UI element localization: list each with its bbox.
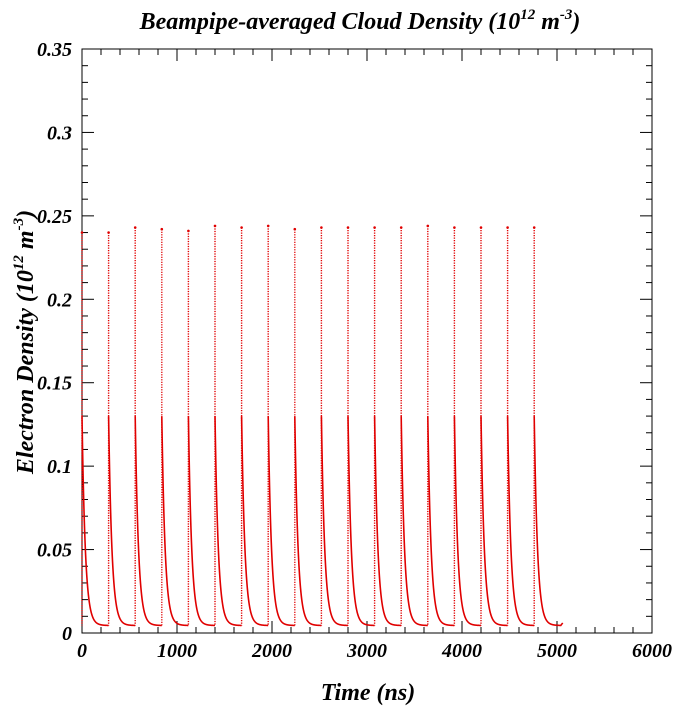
chart-title-mid: m xyxy=(535,9,560,35)
pulse-decay-curve xyxy=(294,416,322,627)
pulse-peak-point xyxy=(532,226,536,229)
pulse-decay-curve xyxy=(107,416,136,627)
pulse-peak-point xyxy=(133,226,137,229)
pulse-decay-curve xyxy=(400,416,428,627)
y-tick-label: 0.2 xyxy=(47,289,72,311)
y-axis-label-sup1: 12 xyxy=(11,255,27,271)
pulse-decay-curve xyxy=(81,416,109,627)
y-tick-label: 0.3 xyxy=(47,122,72,144)
x-tick-label: 2000 xyxy=(251,640,292,662)
y-axis-label-mid: m xyxy=(13,230,39,255)
pulse-decay-curve xyxy=(480,416,508,627)
y-tick-label: 0.15 xyxy=(37,373,72,395)
pulse-decay-curve xyxy=(187,416,215,627)
x-tick-label: 6000 xyxy=(632,640,672,662)
y-axis-label-sup2: -3 xyxy=(11,217,27,230)
y-tick-label: 0.25 xyxy=(37,206,72,228)
y-axis-label: Electron Density (1012 m-3) xyxy=(11,210,39,475)
x-tick-label: 1000 xyxy=(157,640,197,662)
pulse-decay-curve xyxy=(373,416,402,627)
pulse-decay-curve xyxy=(161,416,189,627)
y-tick-label: 0.35 xyxy=(37,39,72,61)
pulse-peak-point xyxy=(346,226,350,229)
pulse-decay-curve xyxy=(214,416,242,627)
pulse-peak-point xyxy=(266,224,270,228)
plot-frame xyxy=(81,48,653,634)
y-axis-label-main: Electron Density (10 xyxy=(13,270,39,475)
y-tick-label: 0.1 xyxy=(47,456,72,478)
pulse-peak-point xyxy=(293,227,297,231)
pulse-peak-point xyxy=(187,229,190,233)
pulse-peak-point xyxy=(80,231,84,234)
pulse-peak-point xyxy=(479,226,483,229)
pulse-decay-curve xyxy=(453,416,481,627)
chart-title-sup2: -3 xyxy=(560,7,573,23)
x-axis-label: Time (ns) xyxy=(321,680,415,706)
pulse-decay-curve xyxy=(506,416,535,627)
x-tick-label: 0 xyxy=(77,640,87,662)
pulse-peak-point xyxy=(240,226,243,229)
pulse-decay-curve xyxy=(347,416,375,627)
chart-title-sup1: 12 xyxy=(520,7,536,23)
pulse-decay-curve xyxy=(320,416,348,627)
pulse-peak-point xyxy=(399,226,403,229)
pulse-peak-point xyxy=(107,231,110,234)
axis-tick-labels: 0 1000 2000 3000 4000 5000 6000 0 0.05 0.1 0.15 0.2… xyxy=(37,39,672,662)
pulse-decay-curve xyxy=(427,416,455,627)
chart-title-end: ) xyxy=(570,9,580,35)
pulse-peak-point xyxy=(160,227,164,231)
chart-title-main: Beampipe-averaged Cloud Density (10 xyxy=(139,9,521,35)
pulse-decay-curve xyxy=(533,416,564,627)
pulse-peak-point xyxy=(213,224,217,228)
pulse-peak-point xyxy=(320,226,323,229)
x-tick-label: 5000 xyxy=(537,640,577,662)
pulse-decay-curve xyxy=(267,416,295,627)
axis-ticks xyxy=(81,48,653,634)
plot-area xyxy=(80,224,564,627)
pulse-peak-point xyxy=(426,224,430,228)
y-axis-label-end: ) xyxy=(13,210,39,220)
y-tick-label: 0.05 xyxy=(37,540,72,562)
chart-title: Beampipe-averaged Cloud Density (1012 m-… xyxy=(139,7,581,35)
pulse-decay-curve xyxy=(134,416,162,627)
pulse-decay-curve xyxy=(240,416,269,627)
x-tick-label: 4000 xyxy=(441,640,482,662)
pulse-peak-point xyxy=(373,226,376,229)
pulse-peak-point xyxy=(453,226,456,229)
y-tick-label: 0 xyxy=(62,623,72,645)
x-tick-label: 3000 xyxy=(346,640,387,662)
pulse-peak-point xyxy=(506,226,509,229)
